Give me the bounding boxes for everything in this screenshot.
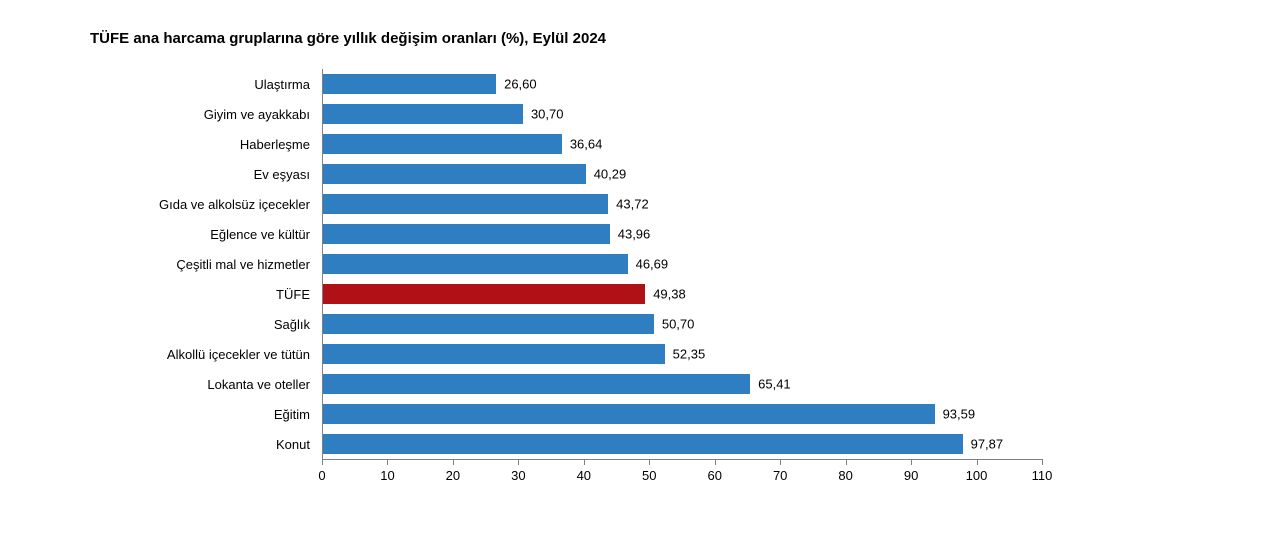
x-tick bbox=[715, 459, 716, 465]
bar-row: Lokanta ve oteller 65,41 bbox=[40, 369, 1240, 399]
plot-cell: 97,87 bbox=[322, 429, 1042, 459]
bar-row: Sağlık 50,70 bbox=[40, 309, 1240, 339]
bar bbox=[322, 254, 628, 274]
value-label: 43,96 bbox=[618, 227, 651, 242]
x-tick bbox=[846, 459, 847, 465]
plot-cell: 50,70 bbox=[322, 309, 1042, 339]
value-label: 46,69 bbox=[636, 257, 669, 272]
bars-area: Ulaştırma 26,60 Giyim ve ayakkabı 30,70 Habe… bbox=[40, 69, 1240, 459]
category-label: Gıda ve alkolsüz içecekler bbox=[40, 197, 322, 212]
x-tick-label: 80 bbox=[838, 468, 852, 483]
bar-row: Ev eşyası 40,29 bbox=[40, 159, 1240, 189]
bar-row: Giyim ve ayakkabı 30,70 bbox=[40, 99, 1240, 129]
plot-cell: 93,59 bbox=[322, 399, 1042, 429]
x-tick bbox=[911, 459, 912, 465]
x-tick-label: 20 bbox=[446, 468, 460, 483]
category-label: Sağlık bbox=[40, 317, 322, 332]
axis-plot: 0102030405060708090100110 bbox=[322, 459, 1042, 489]
bar bbox=[322, 164, 586, 184]
x-tick bbox=[977, 459, 978, 465]
value-label: 26,60 bbox=[504, 77, 537, 92]
x-tick-label: 110 bbox=[1032, 468, 1053, 483]
x-tick-label: 10 bbox=[380, 468, 394, 483]
x-tick bbox=[518, 459, 519, 465]
axis-spacer bbox=[40, 459, 322, 489]
x-tick-label: 30 bbox=[511, 468, 525, 483]
bar bbox=[322, 224, 610, 244]
plot-cell: 46,69 bbox=[322, 249, 1042, 279]
x-tick bbox=[322, 459, 323, 465]
value-label: 49,38 bbox=[653, 287, 686, 302]
x-tick bbox=[1042, 459, 1043, 465]
x-tick bbox=[780, 459, 781, 465]
x-tick-label: 0 bbox=[318, 468, 325, 483]
x-tick bbox=[649, 459, 650, 465]
bar bbox=[322, 404, 935, 424]
category-label: Eğlence ve kültür bbox=[40, 227, 322, 242]
plot-cell: 36,64 bbox=[322, 129, 1042, 159]
x-tick-label: 50 bbox=[642, 468, 656, 483]
category-label: Ulaştırma bbox=[40, 77, 322, 92]
plot-cell: 49,38 bbox=[322, 279, 1042, 309]
category-label: Çeşitli mal ve hizmetler bbox=[40, 257, 322, 272]
bar-row: Haberleşme 36,64 bbox=[40, 129, 1240, 159]
plot-cell: 52,35 bbox=[322, 339, 1042, 369]
plot-cell: 26,60 bbox=[322, 69, 1042, 99]
x-tick-label: 100 bbox=[966, 468, 988, 483]
value-label: 65,41 bbox=[758, 377, 791, 392]
value-label: 30,70 bbox=[531, 107, 564, 122]
bar-highlight bbox=[322, 284, 645, 304]
value-label: 40,29 bbox=[594, 167, 627, 182]
bar bbox=[322, 194, 608, 214]
x-tick-label: 90 bbox=[904, 468, 918, 483]
bar-row: Çeşitli mal ve hizmetler 46,69 bbox=[40, 249, 1240, 279]
value-label: 97,87 bbox=[971, 437, 1004, 452]
category-label: Ev eşyası bbox=[40, 167, 322, 182]
x-axis-line bbox=[322, 459, 1042, 460]
plot-cell: 40,29 bbox=[322, 159, 1042, 189]
bar bbox=[322, 134, 562, 154]
chart-body: Ulaştırma 26,60 Giyim ve ayakkabı 30,70 Habe… bbox=[40, 69, 1240, 489]
x-tick-label: 60 bbox=[707, 468, 721, 483]
plot-cell: 43,96 bbox=[322, 219, 1042, 249]
bar-row: Eğlence ve kültür 43,96 bbox=[40, 219, 1240, 249]
x-tick bbox=[584, 459, 585, 465]
bar bbox=[322, 374, 750, 394]
bar bbox=[322, 314, 654, 334]
category-label: Eğitim bbox=[40, 407, 322, 422]
category-label: Alkollü içecekler ve tütün bbox=[40, 347, 322, 362]
bar bbox=[322, 104, 523, 124]
y-axis-line bbox=[322, 69, 323, 459]
category-label: Lokanta ve oteller bbox=[40, 377, 322, 392]
x-axis: 0 10 20 30 40 50 60 70 80 90 100 110 bbox=[40, 459, 1240, 489]
value-label: 93,59 bbox=[943, 407, 976, 422]
bar-row: Konut 97,87 bbox=[40, 429, 1240, 459]
category-label: Konut bbox=[40, 437, 322, 452]
bar bbox=[322, 434, 963, 454]
plot-cell: 43,72 bbox=[322, 189, 1042, 219]
category-label: Haberleşme bbox=[40, 137, 322, 152]
value-label: 43,72 bbox=[616, 197, 649, 212]
bar bbox=[322, 344, 665, 364]
plot-cell: 30,70 bbox=[322, 99, 1042, 129]
bar-row: TÜFE 49,38 bbox=[40, 279, 1240, 309]
value-label: 36,64 bbox=[570, 137, 603, 152]
category-label: Giyim ve ayakkabı bbox=[40, 107, 322, 122]
chart-title: TÜFE ana harcama gruplarına göre yıllık … bbox=[90, 30, 1240, 47]
value-label: 52,35 bbox=[673, 347, 706, 362]
x-tick bbox=[453, 459, 454, 465]
bar-row: Alkollü içecekler ve tütün 52,35 bbox=[40, 339, 1240, 369]
plot-cell: 65,41 bbox=[322, 369, 1042, 399]
bar bbox=[322, 74, 496, 94]
bar-row: Ulaştırma 26,60 bbox=[40, 69, 1240, 99]
x-tick bbox=[387, 459, 388, 465]
x-tick-label: 70 bbox=[773, 468, 787, 483]
chart-container: TÜFE ana harcama gruplarına göre yıllık … bbox=[0, 0, 1280, 542]
bar-row: Gıda ve alkolsüz içecekler 43,72 bbox=[40, 189, 1240, 219]
x-tick-label: 40 bbox=[577, 468, 591, 483]
bar-row: Eğitim 93,59 bbox=[40, 399, 1240, 429]
category-label: TÜFE bbox=[40, 287, 322, 302]
value-label: 50,70 bbox=[662, 317, 695, 332]
